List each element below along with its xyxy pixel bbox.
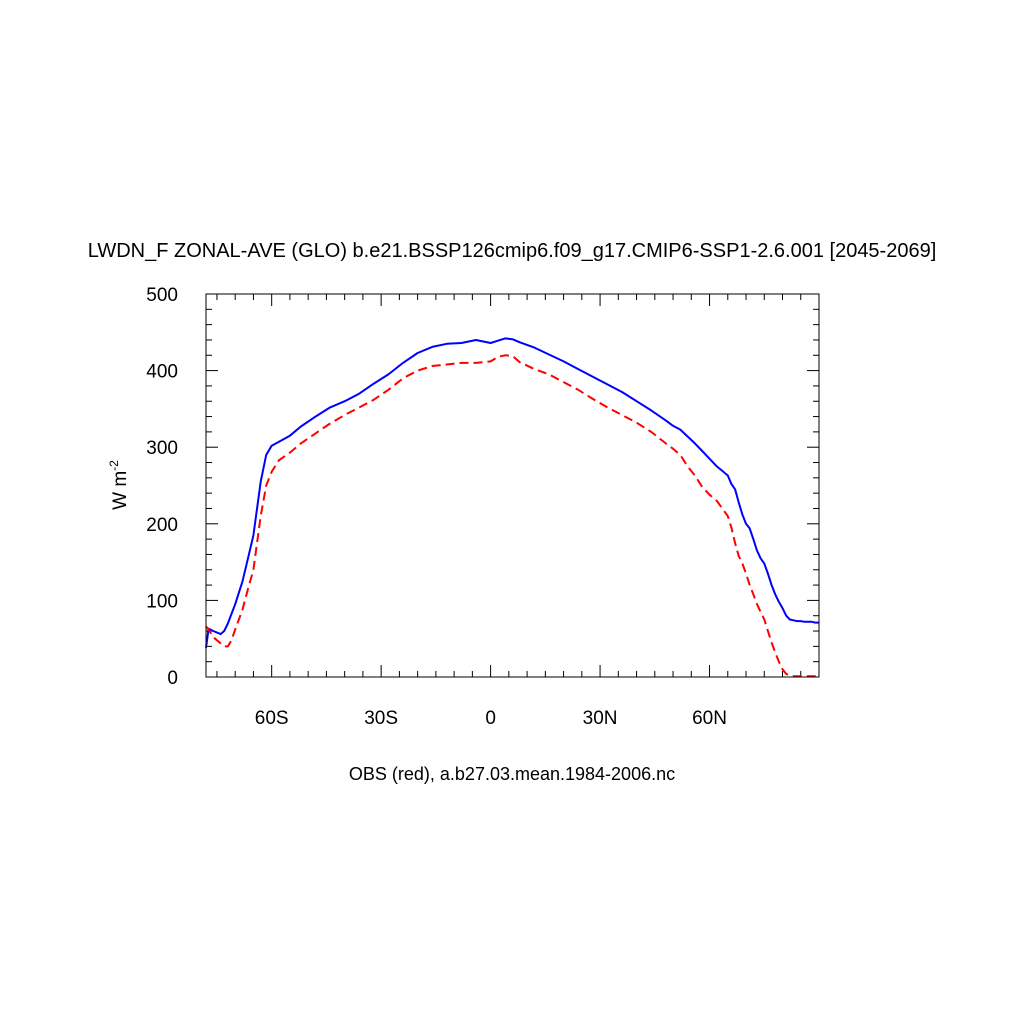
y-axis-label-unit: W m (110, 471, 131, 510)
y-axis-label: W m-2 (107, 460, 131, 510)
x-tick-label: 30S (364, 708, 398, 729)
x-tick-label: 60S (255, 708, 289, 729)
tick-marks (206, 293, 820, 678)
x-tick-label: 30N (583, 708, 618, 729)
y-tick-label: 0 (167, 668, 178, 689)
model-series-line (205, 337, 819, 649)
y-tick-label: 200 (146, 515, 178, 536)
y-axis-label-exponent: -2 (107, 460, 121, 471)
y-tick-label: 400 (146, 362, 178, 383)
chart-title: LWDN_F ZONAL-AVE (GLO) b.e21.BSSP126cmip… (87, 240, 937, 262)
x-tick-label: 60N (692, 708, 727, 729)
tick-labels: 0 100 200 300 400 500 60S 30S 0 30N 60N (146, 285, 727, 729)
y-tick-label: 300 (146, 438, 178, 459)
series-lines (205, 337, 819, 678)
chart-caption: OBS (red), a.b27.03.mean.1984-2006.nc (348, 764, 676, 784)
plot-frame (205, 293, 820, 678)
y-tick-label: 500 (146, 285, 178, 306)
obs-series-line (205, 354, 819, 678)
y-tick-label: 100 (146, 591, 178, 612)
x-tick-label: 0 (485, 708, 496, 729)
